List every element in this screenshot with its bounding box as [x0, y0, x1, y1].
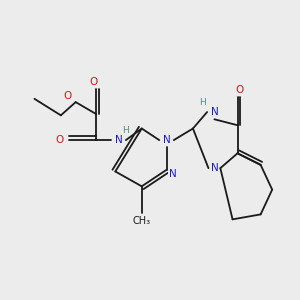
Text: N: N	[211, 163, 218, 173]
Text: CH₃: CH₃	[133, 216, 151, 226]
Text: O: O	[63, 91, 71, 100]
Text: N: N	[163, 135, 170, 145]
Text: N: N	[169, 169, 176, 179]
Text: O: O	[56, 135, 64, 145]
Text: O: O	[89, 76, 98, 87]
Text: N: N	[115, 135, 122, 145]
Text: H: H	[200, 98, 206, 107]
Text: O: O	[235, 85, 243, 95]
Text: H: H	[122, 126, 129, 135]
Text: N: N	[211, 107, 218, 117]
